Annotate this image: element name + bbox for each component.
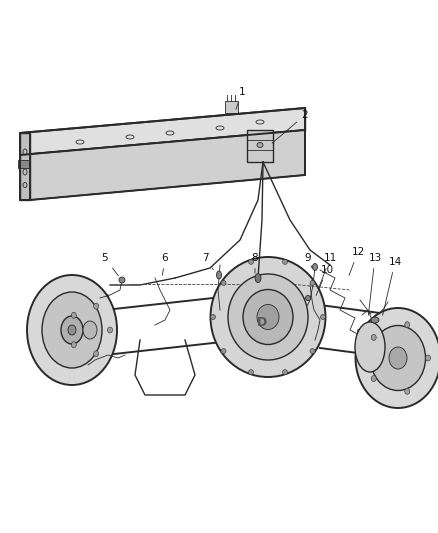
Polygon shape (88, 295, 115, 350)
Ellipse shape (107, 327, 113, 333)
Ellipse shape (228, 274, 308, 360)
Ellipse shape (42, 292, 102, 368)
Text: 13: 13 (368, 253, 381, 315)
Text: 5: 5 (102, 253, 118, 276)
Ellipse shape (371, 326, 425, 391)
Text: D: D (257, 316, 267, 328)
Ellipse shape (356, 308, 438, 408)
Ellipse shape (61, 316, 83, 344)
Polygon shape (358, 325, 390, 355)
Ellipse shape (355, 322, 385, 372)
Polygon shape (20, 130, 305, 200)
Ellipse shape (221, 349, 226, 353)
Polygon shape (247, 130, 273, 162)
Ellipse shape (211, 314, 215, 319)
Ellipse shape (371, 376, 376, 382)
Text: 9: 9 (305, 253, 312, 268)
Polygon shape (225, 101, 238, 113)
Ellipse shape (221, 280, 226, 285)
Ellipse shape (68, 325, 76, 335)
Text: 2: 2 (272, 110, 308, 143)
Ellipse shape (94, 303, 99, 309)
Ellipse shape (283, 260, 287, 264)
Ellipse shape (425, 355, 431, 361)
Ellipse shape (27, 275, 117, 385)
Ellipse shape (371, 334, 376, 341)
Ellipse shape (119, 277, 125, 283)
Ellipse shape (312, 263, 318, 271)
Ellipse shape (211, 257, 325, 377)
Polygon shape (20, 108, 305, 155)
Ellipse shape (94, 351, 99, 357)
Polygon shape (18, 160, 30, 168)
Ellipse shape (405, 388, 410, 394)
Text: 14: 14 (383, 257, 402, 316)
Ellipse shape (243, 289, 293, 344)
Ellipse shape (255, 273, 261, 282)
Ellipse shape (310, 280, 315, 285)
Ellipse shape (305, 295, 311, 301)
Ellipse shape (321, 314, 325, 319)
Ellipse shape (389, 347, 407, 369)
Ellipse shape (71, 312, 76, 318)
Text: 10: 10 (316, 265, 334, 295)
Ellipse shape (71, 342, 76, 348)
Text: 8: 8 (252, 253, 258, 273)
Ellipse shape (257, 142, 263, 148)
Polygon shape (20, 133, 30, 200)
Ellipse shape (283, 370, 287, 375)
Ellipse shape (257, 304, 279, 329)
Ellipse shape (405, 322, 410, 328)
Text: 1: 1 (236, 87, 245, 109)
Ellipse shape (248, 370, 254, 375)
Ellipse shape (310, 349, 315, 353)
Text: 6: 6 (162, 253, 168, 275)
Text: 7: 7 (201, 253, 213, 270)
Ellipse shape (216, 271, 222, 279)
Ellipse shape (371, 317, 379, 323)
Text: 11: 11 (319, 253, 337, 287)
Ellipse shape (83, 321, 97, 339)
Ellipse shape (248, 260, 254, 264)
Text: 12: 12 (349, 247, 364, 276)
